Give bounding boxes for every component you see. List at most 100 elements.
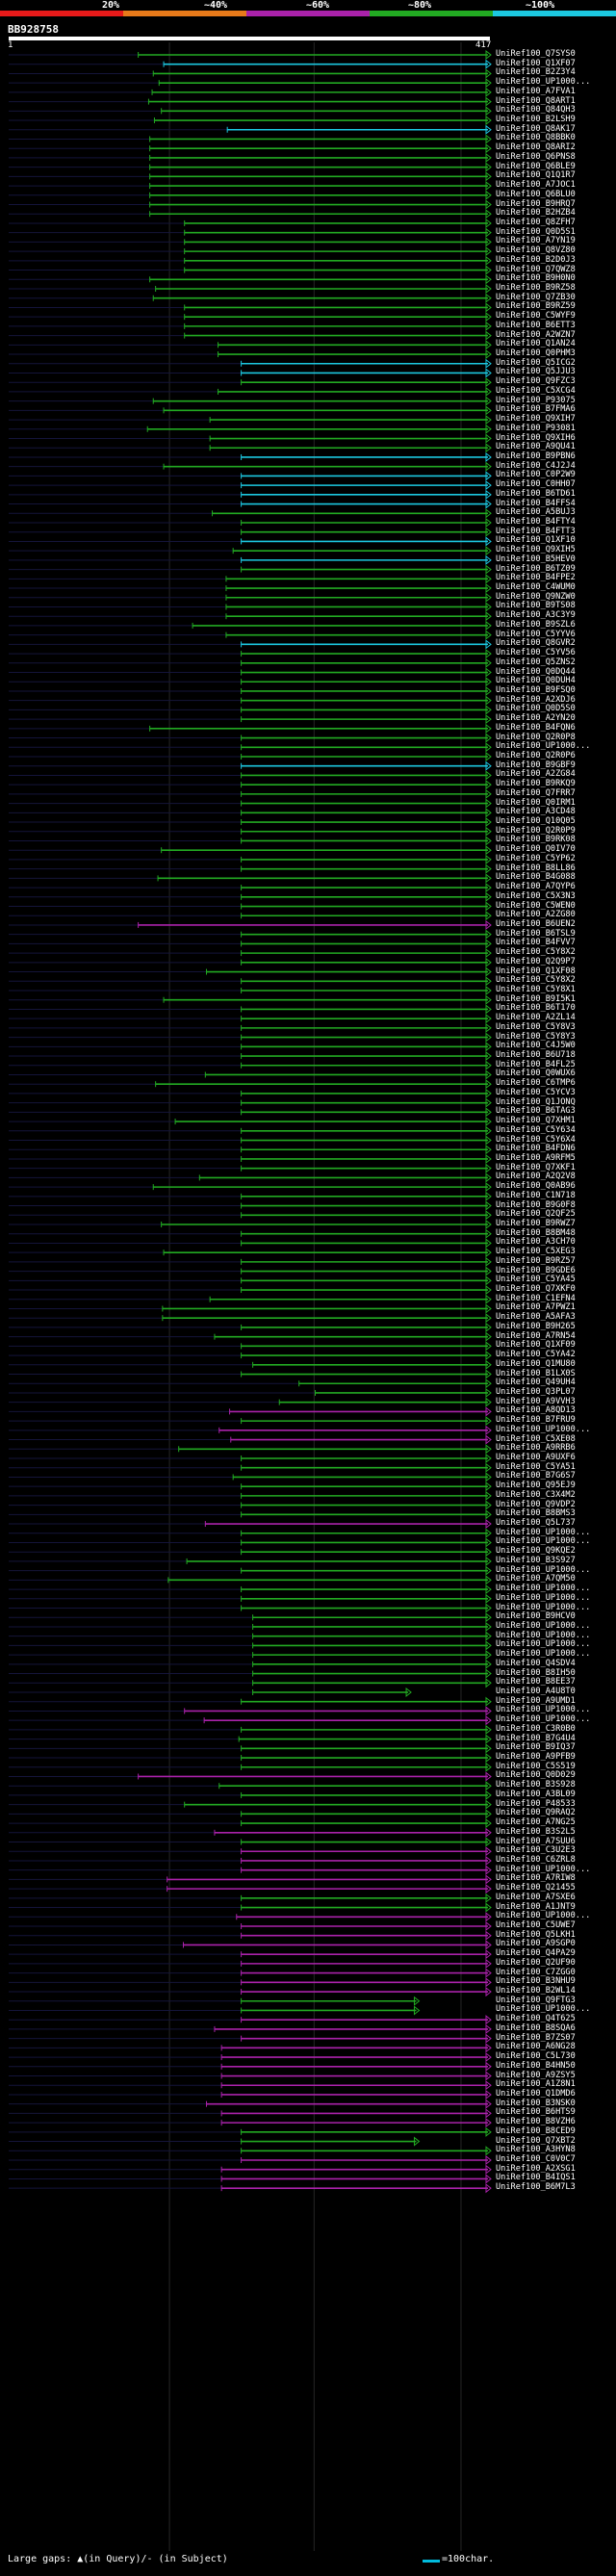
hit-link[interactable]: UniRef100_C5Y8X2 bbox=[496, 975, 576, 986]
hit-link[interactable]: UniRef100_A2WZN7 bbox=[496, 329, 576, 340]
hit-link[interactable]: UniRef100_Q8VZ80 bbox=[496, 245, 576, 256]
hit-link[interactable]: UniRef100_UP1000... bbox=[496, 1592, 591, 1603]
hit-link[interactable]: UniRef100_B4FDN6 bbox=[496, 1144, 576, 1154]
hit-link[interactable]: UniRef100_Q6BLE9 bbox=[496, 161, 576, 171]
hit-link[interactable]: UniRef100_Q0AB96 bbox=[496, 1181, 576, 1192]
hit-link[interactable]: UniRef100_C5YCV3 bbox=[496, 1087, 576, 1097]
hit-link[interactable]: UniRef100_A2ZL14 bbox=[496, 1013, 576, 1023]
hit-link[interactable]: UniRef100_B4FFS4 bbox=[496, 498, 576, 508]
hit-link[interactable]: UniRef100_C5YA45 bbox=[496, 1275, 576, 1285]
hit-link[interactable]: UniRef100_B9G0F8 bbox=[496, 1199, 576, 1210]
hit-link[interactable]: UniRef100_A9RRB6 bbox=[496, 1443, 576, 1454]
hit-link[interactable]: UniRef100_C0P2W9 bbox=[496, 470, 576, 480]
hit-link[interactable]: UniRef100_B3NHU9 bbox=[496, 1976, 576, 1987]
hit-link[interactable]: UniRef100_B3NSK0 bbox=[496, 2098, 576, 2108]
hit-link[interactable]: UniRef100_Q2R0P9 bbox=[496, 825, 576, 836]
hit-link[interactable]: UniRef100_A7JOC1 bbox=[496, 180, 576, 191]
hit-link[interactable]: UniRef100_Q8ART1 bbox=[496, 95, 576, 106]
hit-link[interactable]: UniRef100_C3X4M2 bbox=[496, 1489, 576, 1500]
hit-link[interactable]: UniRef100_UP1000... bbox=[496, 1564, 591, 1575]
hit-link[interactable]: UniRef100_Q9KQE2 bbox=[496, 1546, 576, 1557]
hit-link[interactable]: UniRef100_C5YYV6 bbox=[496, 629, 576, 639]
hit-link[interactable]: UniRef100_A5BUJ3 bbox=[496, 507, 576, 518]
hit-link[interactable]: UniRef100_B5HEV0 bbox=[496, 554, 576, 564]
hit-link[interactable]: UniRef100_Q7XKF1 bbox=[496, 1162, 576, 1172]
hit-link[interactable]: UniRef100_Q9FZC3 bbox=[496, 376, 576, 387]
hit-link[interactable]: UniRef100_B6TSL9 bbox=[496, 928, 576, 939]
hit-link[interactable]: UniRef100_UP1000... bbox=[496, 1620, 591, 1631]
hit-link[interactable]: UniRef100_C0HH07 bbox=[496, 479, 576, 490]
hit-link[interactable]: UniRef100_C4J5W0 bbox=[496, 1041, 576, 1051]
hit-link[interactable]: UniRef100_A7SXE6 bbox=[496, 1892, 576, 1902]
hit-link[interactable]: UniRef100_B4IQS1 bbox=[496, 2173, 576, 2183]
hit-link[interactable]: UniRef100_B8VZH6 bbox=[496, 2117, 576, 2127]
hit-link[interactable]: UniRef100_B3S927 bbox=[496, 1555, 576, 1565]
hit-link[interactable]: UniRef100_A7NG25 bbox=[496, 1817, 576, 1828]
hit-link[interactable]: UniRef100_B9HRQ7 bbox=[496, 198, 576, 209]
hit-link[interactable]: UniRef100_B7G6S7 bbox=[496, 1471, 576, 1481]
hit-link[interactable]: UniRef100_B9H0N0 bbox=[496, 273, 576, 284]
hit-link[interactable]: UniRef100_B4FTT3 bbox=[496, 526, 576, 536]
hit-link[interactable]: UniRef100_Q49UH4 bbox=[496, 1378, 576, 1388]
hit-link[interactable]: UniRef100_A9UMD1 bbox=[496, 1695, 576, 1706]
hit-link[interactable]: UniRef100_B7FRU9 bbox=[496, 1415, 576, 1426]
hit-link[interactable]: UniRef100_Q8BBK0 bbox=[496, 133, 576, 143]
hit-link[interactable]: UniRef100_B9HCV0 bbox=[496, 1611, 576, 1622]
hit-link[interactable]: UniRef100_A9VVH3 bbox=[496, 1396, 576, 1406]
hit-link[interactable]: UniRef100_C5YP62 bbox=[496, 853, 576, 863]
hit-link[interactable]: UniRef100_A2ZG80 bbox=[496, 910, 576, 920]
hit-link[interactable]: UniRef100_UP1000... bbox=[496, 1527, 591, 1537]
hit-link[interactable]: UniRef100_Q9XIH7 bbox=[496, 414, 576, 425]
hit-link[interactable]: UniRef100_Q4SDV4 bbox=[496, 1658, 576, 1668]
hit-link[interactable]: UniRef100_Q0DUH4 bbox=[496, 676, 576, 686]
hit-link[interactable]: UniRef100_C5WEN0 bbox=[496, 900, 576, 911]
hit-link[interactable]: UniRef100_C5XCG4 bbox=[496, 385, 576, 396]
hit-link[interactable]: UniRef100_Q9FTG3 bbox=[496, 1995, 576, 2005]
hit-link[interactable]: UniRef100_B6TD61 bbox=[496, 488, 576, 499]
hit-link[interactable]: UniRef100_C5WYF9 bbox=[496, 311, 576, 322]
hit-link[interactable]: UniRef100_B6HTS9 bbox=[496, 2107, 576, 2118]
hit-link[interactable]: UniRef100_A2YN20 bbox=[496, 713, 576, 724]
hit-link[interactable]: UniRef100_C5S519 bbox=[496, 1761, 576, 1771]
hit-link[interactable]: UniRef100_Q0D029 bbox=[496, 1770, 576, 1781]
hit-link[interactable]: UniRef100_C5UWE7 bbox=[496, 1920, 576, 1930]
hit-link[interactable]: UniRef100_Q7XKF0 bbox=[496, 1284, 576, 1295]
hit-link[interactable]: UniRef100_B8EE37 bbox=[496, 1677, 576, 1687]
hit-link[interactable]: UniRef100_Q1Q1R7 bbox=[496, 170, 576, 181]
hit-link[interactable]: UniRef100_C4WUM0 bbox=[496, 582, 576, 593]
hit-link[interactable]: UniRef100_Q95EJ9 bbox=[496, 1481, 576, 1491]
hit-link[interactable]: UniRef100_Q4PA29 bbox=[496, 1948, 576, 1959]
hit-link[interactable]: UniRef100_B2WL14 bbox=[496, 1986, 576, 1996]
hit-link[interactable]: UniRef100_Q5LKH1 bbox=[496, 1929, 576, 1940]
hit-link[interactable]: UniRef100_A7PWZ1 bbox=[496, 1302, 576, 1313]
hit-link[interactable]: UniRef100_Q3PL07 bbox=[496, 1386, 576, 1397]
hit-link[interactable]: UniRef100_Q7FRR7 bbox=[496, 787, 576, 798]
hit-link[interactable]: UniRef100_P93081 bbox=[496, 423, 576, 433]
hit-link[interactable]: UniRef100_Q9VDP2 bbox=[496, 1499, 576, 1509]
hit-link[interactable]: UniRef100_A3BL09 bbox=[496, 1789, 576, 1799]
hit-link[interactable]: UniRef100_Q7ZB30 bbox=[496, 292, 576, 302]
hit-link[interactable]: UniRef100_C4J2J4 bbox=[496, 460, 576, 471]
hit-link[interactable]: UniRef100_B9RK08 bbox=[496, 835, 576, 845]
hit-link[interactable]: UniRef100_UP1000... bbox=[496, 1639, 591, 1650]
hit-link[interactable]: UniRef100_A7YN19 bbox=[496, 236, 576, 246]
hit-link[interactable]: UniRef100_P48533 bbox=[496, 1798, 576, 1809]
hit-link[interactable]: UniRef100_Q9NZW0 bbox=[496, 591, 576, 602]
hit-link[interactable]: UniRef100_B4FPE2 bbox=[496, 573, 576, 583]
hit-link[interactable]: UniRef100_A3HYN8 bbox=[496, 2145, 576, 2155]
hit-link[interactable]: UniRef100_UP1000... bbox=[496, 1911, 591, 1921]
hit-link[interactable]: UniRef100_Q1DMD6 bbox=[496, 2088, 576, 2099]
hit-link[interactable]: UniRef100_C5YA42 bbox=[496, 1350, 576, 1360]
hit-link[interactable]: UniRef100_C5X3N3 bbox=[496, 890, 576, 901]
hit-link[interactable]: UniRef100_A7RIW8 bbox=[496, 1873, 576, 1884]
hit-link[interactable]: UniRef100_A2XSG1 bbox=[496, 2163, 576, 2174]
hit-link[interactable]: UniRef100_B9PBN6 bbox=[496, 451, 576, 461]
hit-link[interactable]: UniRef100_A3CH70 bbox=[496, 1237, 576, 1248]
hit-link[interactable]: UniRef100_B9GDE6 bbox=[496, 1265, 576, 1275]
hit-link[interactable]: UniRef100_C6ZRL8 bbox=[496, 1854, 576, 1865]
hit-link[interactable]: UniRef100_A9PFB9 bbox=[496, 1752, 576, 1763]
hit-link[interactable]: UniRef100_B6ETT3 bbox=[496, 320, 576, 330]
hit-link[interactable]: UniRef100_UP1000... bbox=[496, 2004, 591, 2015]
hit-link[interactable]: UniRef100_B4HN50 bbox=[496, 2060, 576, 2071]
hit-link[interactable]: UniRef100_B9TS08 bbox=[496, 601, 576, 611]
